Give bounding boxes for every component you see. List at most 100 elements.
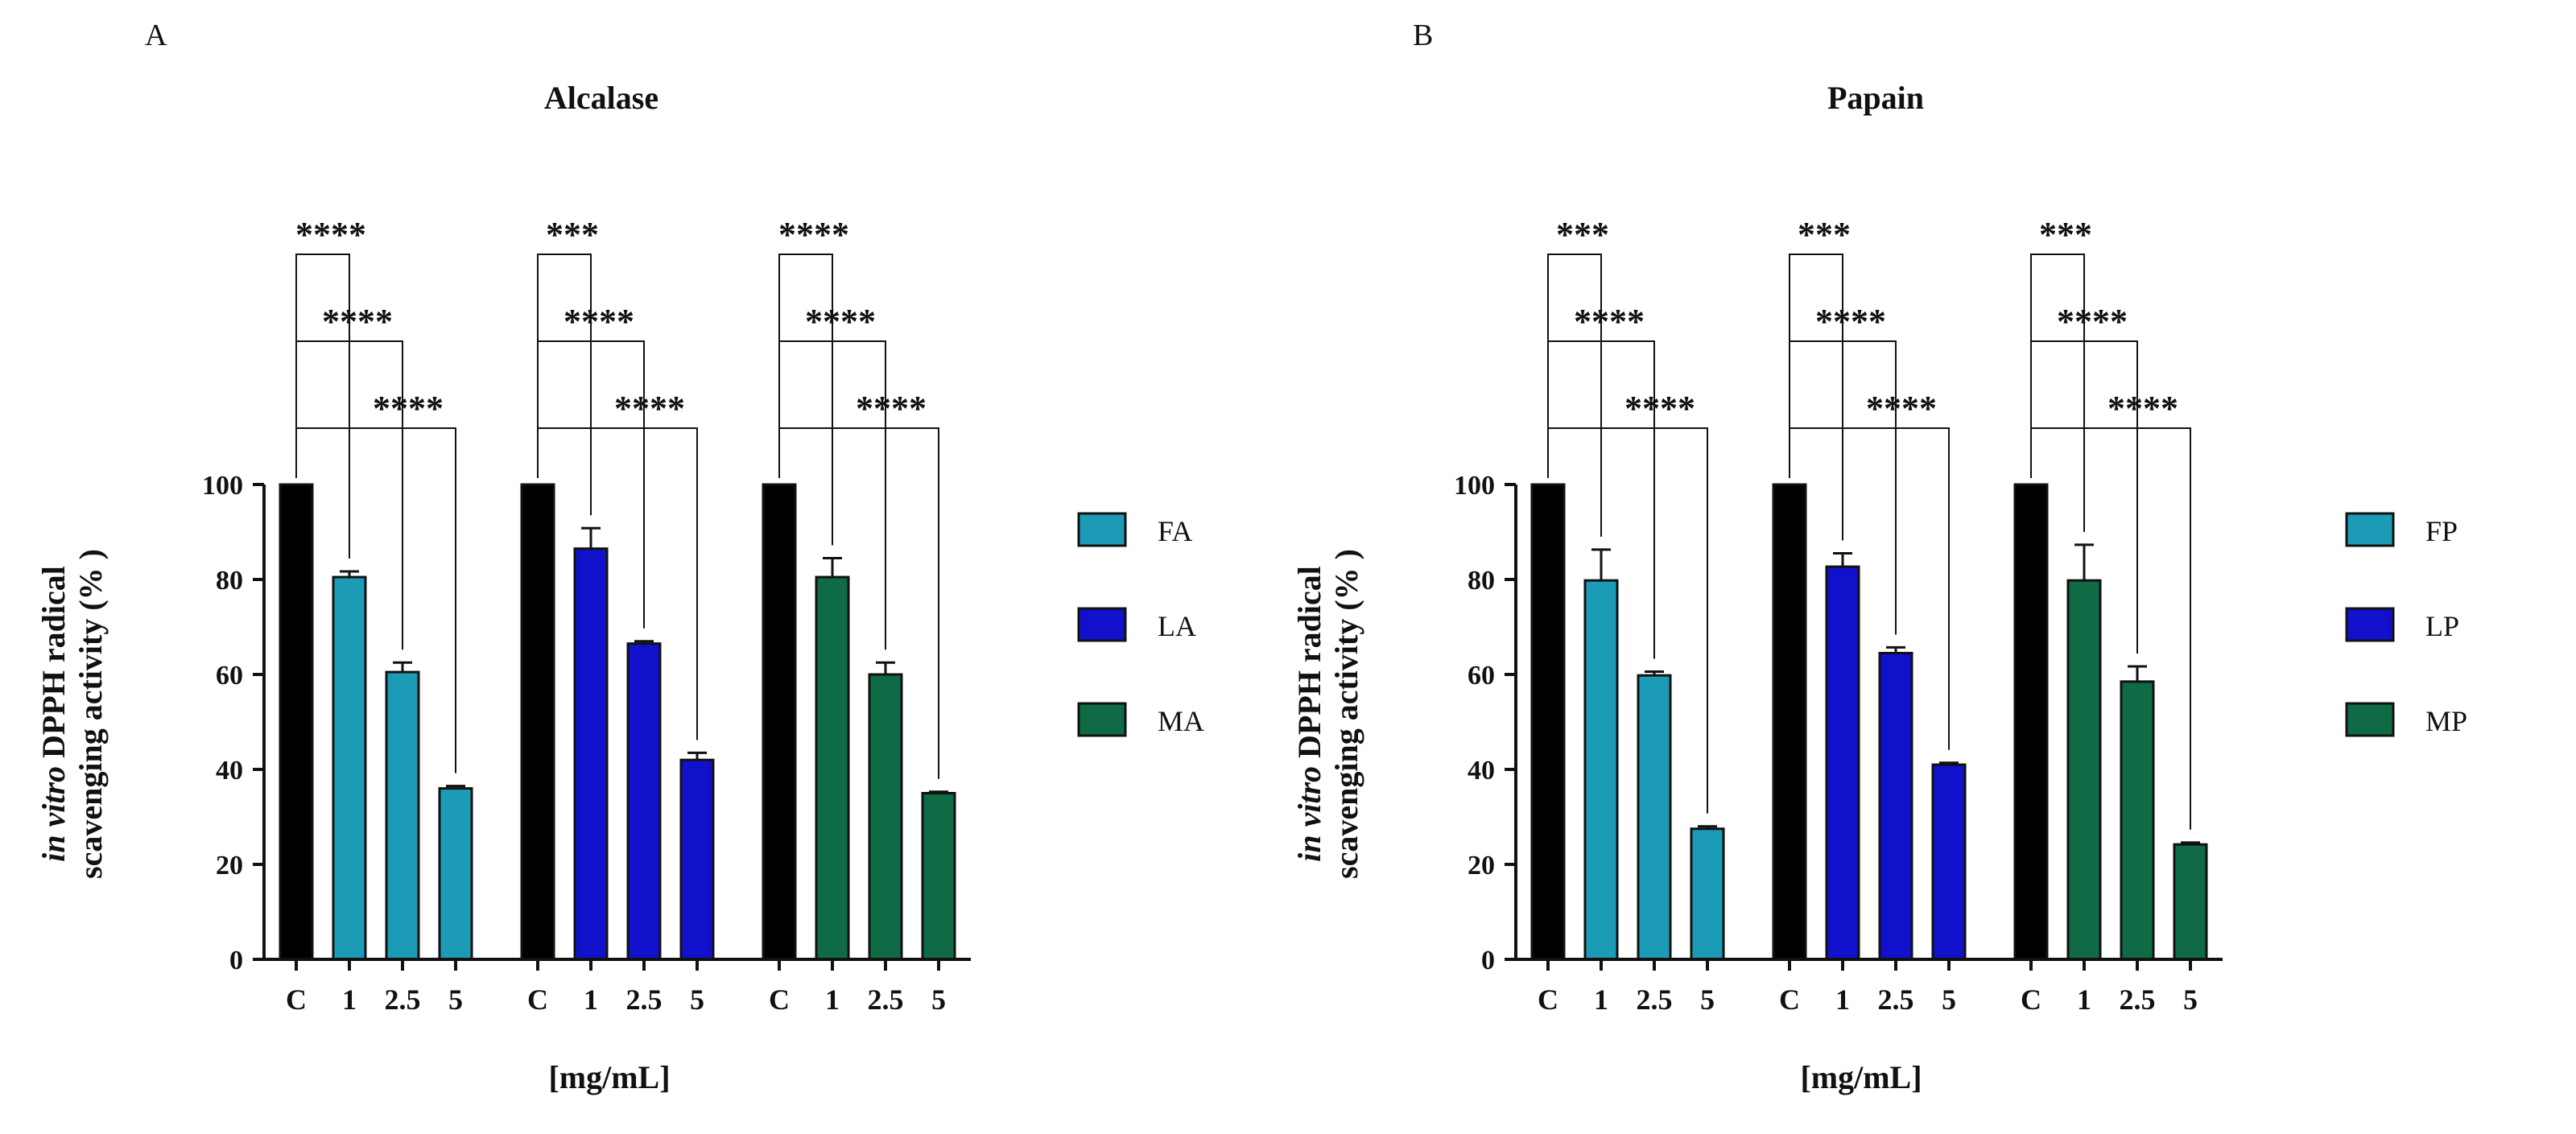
bar-FA-1 <box>332 575 367 961</box>
y-axis-label-line2: scavenging activity (% ) <box>1328 549 1364 879</box>
y-axis-label-italic: in vitro <box>1291 766 1327 862</box>
x-tick-label: C <box>1538 983 1558 1016</box>
y-axis-label-rest: DPPH radical <box>1291 566 1327 766</box>
bar-MP-C <box>2013 483 2049 961</box>
x-tick-label: 5 <box>2183 983 2198 1016</box>
bar-FA-5 <box>438 787 473 961</box>
y-tick-label: 20 <box>216 851 243 880</box>
x-tick-label: 1 <box>825 983 840 1016</box>
chart-title: Alcalase <box>544 80 658 116</box>
x-tick-label: 5 <box>690 983 704 1016</box>
significance-label: **** <box>373 389 444 428</box>
x-tick-label: 2.5 <box>1878 983 1914 1016</box>
significance-label: **** <box>778 215 849 254</box>
significance-bracket <box>537 254 592 516</box>
x-tick-label: 2.5 <box>868 983 904 1016</box>
significance-label: *** <box>546 215 599 254</box>
significance-bracket <box>1547 340 1655 659</box>
x-tick-label: 1 <box>342 983 357 1016</box>
legend-label-MA: MA <box>1158 705 1204 737</box>
y-tick-label: 20 <box>1468 851 1495 880</box>
x-tick-label: 5 <box>931 983 946 1016</box>
significance-bracket <box>295 340 403 650</box>
significance-bracket <box>778 427 939 779</box>
legend-swatch-MP <box>2345 702 2395 737</box>
x-tick-label: 5 <box>1700 983 1715 1016</box>
x-tick-label: C <box>1779 983 1800 1016</box>
y-tick-label: 0 <box>1481 946 1495 975</box>
significance-label: **** <box>322 302 393 341</box>
y-tick-label: 100 <box>1454 471 1495 501</box>
significance-label: **** <box>1574 302 1645 341</box>
x-axis-label: [mg/mL] <box>1800 1059 1922 1095</box>
x-tick-label: 2.5 <box>2120 983 2156 1016</box>
bar-LA-C <box>520 483 555 961</box>
significance-bracket <box>537 427 698 740</box>
legend-label-FA: FA <box>1158 515 1192 547</box>
y-axis-label-line2: scavenging activity (% ) <box>72 549 109 879</box>
bar-LA-1 <box>573 547 609 961</box>
panel-letter: B <box>1413 19 1433 52</box>
significance-label: **** <box>1866 389 1937 428</box>
bar-LA-5 <box>679 758 715 961</box>
significance-label: **** <box>805 302 876 341</box>
significance-label: *** <box>1556 215 1609 254</box>
x-axis-label: [mg/mL] <box>548 1059 670 1095</box>
significance-label: **** <box>1624 389 1695 428</box>
bar-LP-C <box>1772 483 1807 961</box>
x-tick-label: C <box>2021 983 2041 1016</box>
bar-FP-5 <box>1690 827 1725 961</box>
x-tick-label: 2.5 <box>1637 983 1673 1016</box>
x-tick-label: 2.5 <box>626 983 663 1016</box>
bar-FA-C <box>279 483 314 961</box>
bar-MP-5 <box>2173 843 2208 961</box>
y-axis-label-rest: DPPH radical <box>35 566 72 766</box>
y-tick-label: 100 <box>202 471 243 501</box>
significance-bracket <box>2030 340 2138 654</box>
y-axis-label-italic: in vitro <box>35 766 72 862</box>
bar-LP-1 <box>1825 565 1860 961</box>
y-axis-label-line1: in vitro DPPH radical <box>1291 566 1327 862</box>
x-tick-label: C <box>769 983 790 1016</box>
legend-label-FP: FP <box>2425 515 2458 547</box>
significance-label: **** <box>2057 302 2128 341</box>
x-tick-label: 5 <box>1942 983 1956 1016</box>
x-tick-label: C <box>286 983 307 1016</box>
significance-label: *** <box>1798 215 1851 254</box>
legend-swatch-LA <box>1077 607 1127 642</box>
bar-LA-2.5 <box>626 642 662 961</box>
x-tick-label: 1 <box>1594 983 1608 1016</box>
bar-LP-2.5 <box>1878 651 1913 961</box>
panel-letter: A <box>145 19 167 52</box>
y-tick-label: 80 <box>1468 566 1495 596</box>
legend-label-LA: LA <box>1158 610 1196 642</box>
bar-MA-5 <box>921 792 956 961</box>
y-tick-label: 40 <box>1468 756 1495 786</box>
y-tick-label: 80 <box>216 566 243 596</box>
legend-label-LP: LP <box>2425 610 2459 642</box>
bar-MA-C <box>762 483 797 961</box>
significance-label: *** <box>2039 215 2092 254</box>
bar-MP-2.5 <box>2120 680 2155 961</box>
x-tick-label: 2.5 <box>385 983 421 1016</box>
significance-label: **** <box>2107 389 2178 428</box>
significance-label: **** <box>295 215 366 254</box>
significance-bracket <box>1789 427 1950 750</box>
legend-label-MP: MP <box>2425 705 2467 737</box>
significance-label: **** <box>564 302 634 341</box>
bar-MP-1 <box>2066 579 2102 961</box>
bar-FP-C <box>1530 483 1566 961</box>
bar-FP-2.5 <box>1637 674 1672 961</box>
significance-label: **** <box>1815 302 1886 341</box>
y-axis-label-line1: in vitro DPPH radical <box>35 566 72 862</box>
x-tick-label: 1 <box>584 983 598 1016</box>
legend-swatch-LP <box>2345 607 2395 642</box>
significance-bracket <box>2030 427 2191 830</box>
x-tick-label: 5 <box>448 983 463 1016</box>
x-tick-label: 1 <box>1835 983 1850 1016</box>
x-tick-label: C <box>527 983 548 1016</box>
y-tick-label: 0 <box>229 946 243 975</box>
y-tick-label: 40 <box>216 756 243 786</box>
y-tick-label: 60 <box>216 661 243 691</box>
